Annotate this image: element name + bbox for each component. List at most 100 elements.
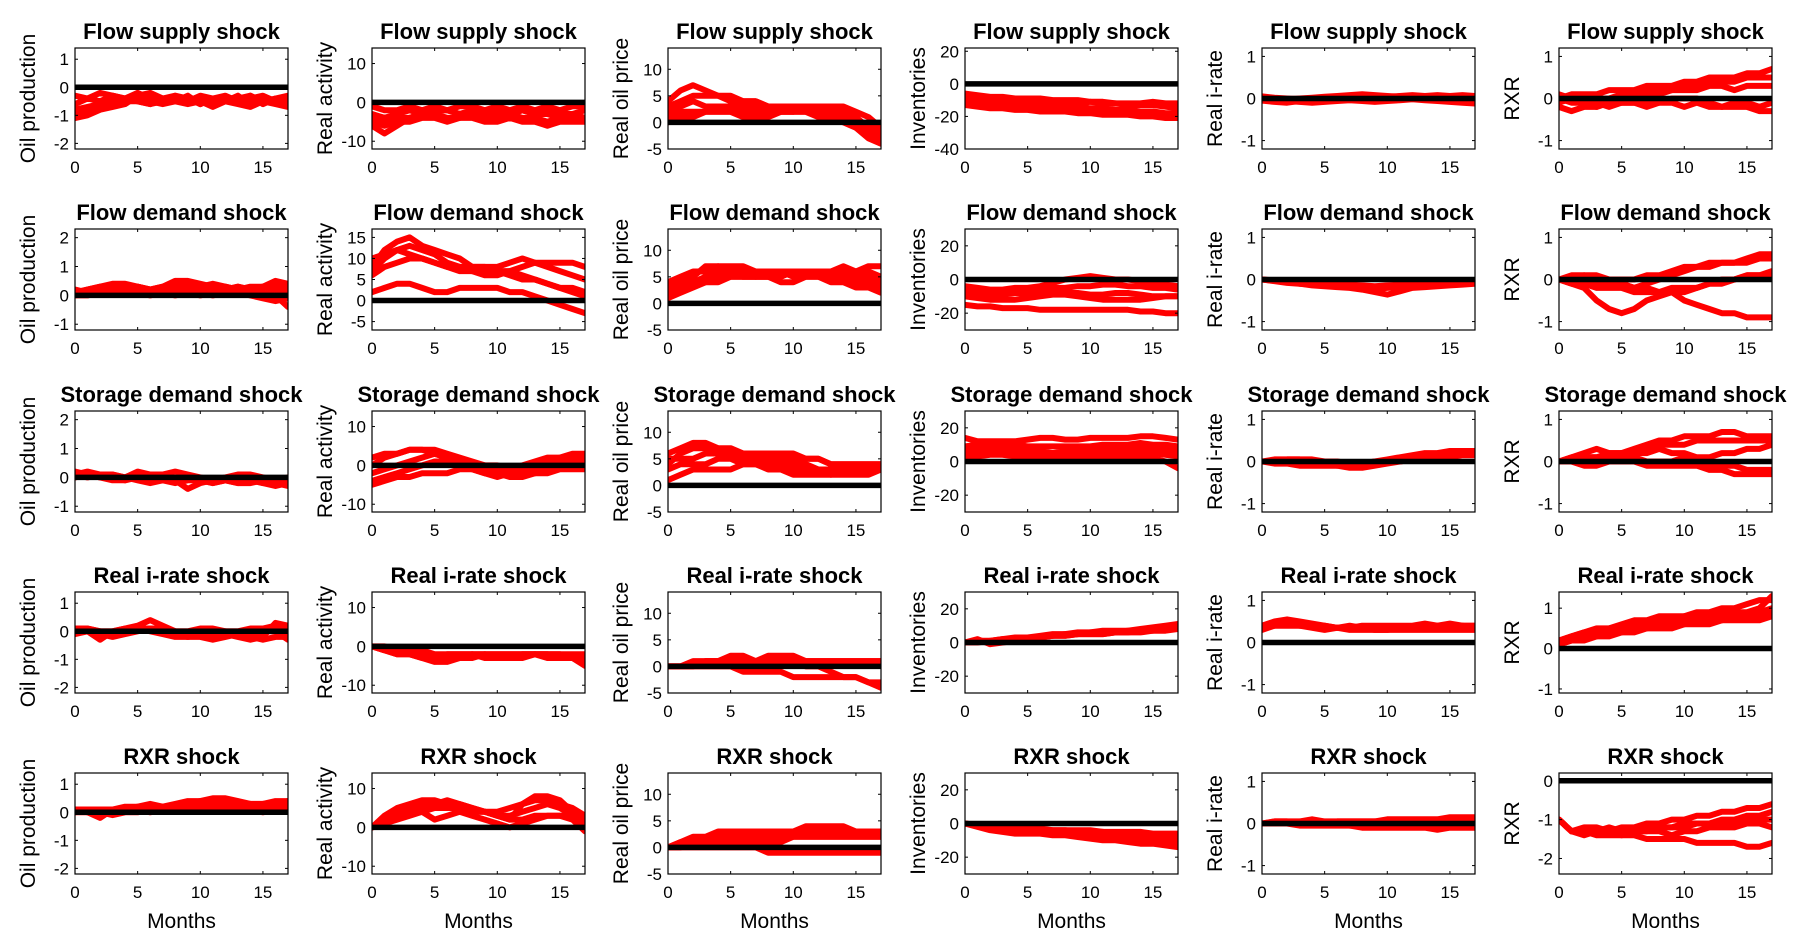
x-tick-label: 15 (253, 702, 272, 721)
x-tick-label: 0 (70, 158, 79, 177)
panel-title: Flow demand shock (76, 200, 287, 225)
y-tick-label: 10 (347, 249, 366, 268)
y-tick-label: 2 (60, 411, 69, 430)
x-tick-label: 10 (1675, 883, 1694, 902)
y-tick-label: 2 (60, 229, 69, 248)
y-tick-label: 10 (347, 418, 366, 437)
y-tick-label: -20 (934, 848, 959, 867)
x-tick-label: 10 (1378, 158, 1397, 177)
x-tick-label: 10 (488, 521, 507, 540)
axes-frame (371, 228, 586, 331)
x-axis-label: Months (147, 910, 216, 933)
x-tick-label: 0 (367, 702, 376, 721)
y-tick-label: 5 (653, 812, 662, 831)
x-tick-label: 5 (430, 521, 439, 540)
x-tick-label: 0 (663, 158, 672, 177)
x-tick-label: 5 (1320, 883, 1329, 902)
irf-draw-line (372, 801, 585, 831)
x-tick-label: 15 (253, 883, 272, 902)
irf-draw-line (75, 625, 288, 643)
x-tick-label: 5 (133, 339, 142, 358)
irf-draw-line (75, 89, 288, 108)
irf-draw-line (965, 102, 1178, 121)
irf-draw-line (372, 103, 585, 114)
irf-draw-line (1559, 441, 1772, 465)
irf-draw-line (1559, 816, 1772, 835)
x-tick-label: 15 (253, 158, 272, 177)
y-tick-label: -5 (351, 313, 366, 332)
y-tick-label: -1 (1538, 495, 1553, 514)
axes-frame (667, 228, 882, 331)
x-tick-label: 15 (1143, 339, 1162, 358)
x-tick-label: 0 (960, 883, 969, 902)
x-tick-label: 10 (191, 883, 210, 902)
panel-title: Real i-rate shock (1577, 563, 1754, 588)
x-tick-label: 5 (1023, 883, 1032, 902)
irf-draw-line (1559, 597, 1772, 648)
y-tick-label: 1 (60, 775, 69, 794)
y-tick-label: 0 (1544, 453, 1553, 472)
y-tick-label: -20 (934, 486, 959, 505)
irf-draw-line (965, 820, 1178, 837)
irf-draw-line (372, 107, 585, 121)
x-tick-label: 10 (1081, 521, 1100, 540)
y-tick-label: -1 (54, 831, 69, 850)
y-tick-label: -10 (341, 132, 366, 151)
axes-frame (74, 772, 289, 875)
irf-draw-line (965, 288, 1178, 300)
x-tick-label: 10 (1081, 339, 1100, 358)
x-tick-label: 5 (133, 702, 142, 721)
x-tick-label: 15 (1440, 158, 1459, 177)
x-tick-label: 0 (1554, 339, 1563, 358)
y-tick-label: 1 (60, 50, 69, 69)
irf-draw-line (965, 448, 1178, 460)
x-tick-label: 15 (1737, 339, 1756, 358)
x-tick-label: 5 (430, 702, 439, 721)
x-tick-label: 10 (1081, 158, 1100, 177)
y-tick-label: 10 (347, 599, 366, 618)
x-tick-label: 5 (726, 521, 735, 540)
irf-draw-line (668, 450, 881, 468)
irf-draw-line (668, 92, 881, 131)
panel-rxr-shock-rxr: RXR shock RXR -2 -1 0 0 5 10 15 Months (1501, 744, 1773, 933)
y-tick-label: 0 (653, 113, 662, 132)
x-tick-label: 5 (1617, 339, 1626, 358)
y-tick-label: 1 (1247, 410, 1256, 429)
y-tick-label: 10 (347, 780, 366, 799)
panel-title: RXR shock (1013, 744, 1130, 769)
x-tick-label: 15 (1440, 702, 1459, 721)
x-tick-label: 0 (1257, 521, 1266, 540)
panel-title: Storage demand shock (950, 382, 1193, 407)
y-tick-label: 20 (940, 42, 959, 61)
y-tick-label: 5 (653, 268, 662, 287)
y-tick-label: 0 (357, 292, 366, 311)
y-axis-label: Real oil price (610, 219, 633, 340)
y-tick-label: 10 (643, 604, 662, 623)
x-tick-label: 15 (253, 521, 272, 540)
x-tick-label: 15 (1143, 883, 1162, 902)
y-tick-label: 0 (1544, 772, 1553, 791)
y-tick-label: 1 (1544, 47, 1553, 66)
y-tick-label: 5 (653, 450, 662, 469)
irf-draw-line (1559, 816, 1772, 839)
x-tick-label: 10 (191, 339, 210, 358)
y-tick-label: -20 (934, 667, 959, 686)
x-tick-label: 15 (1737, 702, 1756, 721)
irf-draw-line (668, 455, 881, 478)
panel-title: Flow supply shock (380, 19, 578, 44)
x-tick-label: 0 (1554, 883, 1563, 902)
y-axis-label: Oil production (17, 578, 40, 708)
axes-frame (1558, 772, 1773, 875)
irf-draw-line (668, 268, 881, 302)
y-tick-label: 0 (653, 294, 662, 313)
x-tick-label: 5 (1617, 521, 1626, 540)
y-axis-label: Oil production (17, 215, 40, 345)
y-tick-label: -1 (54, 497, 69, 516)
